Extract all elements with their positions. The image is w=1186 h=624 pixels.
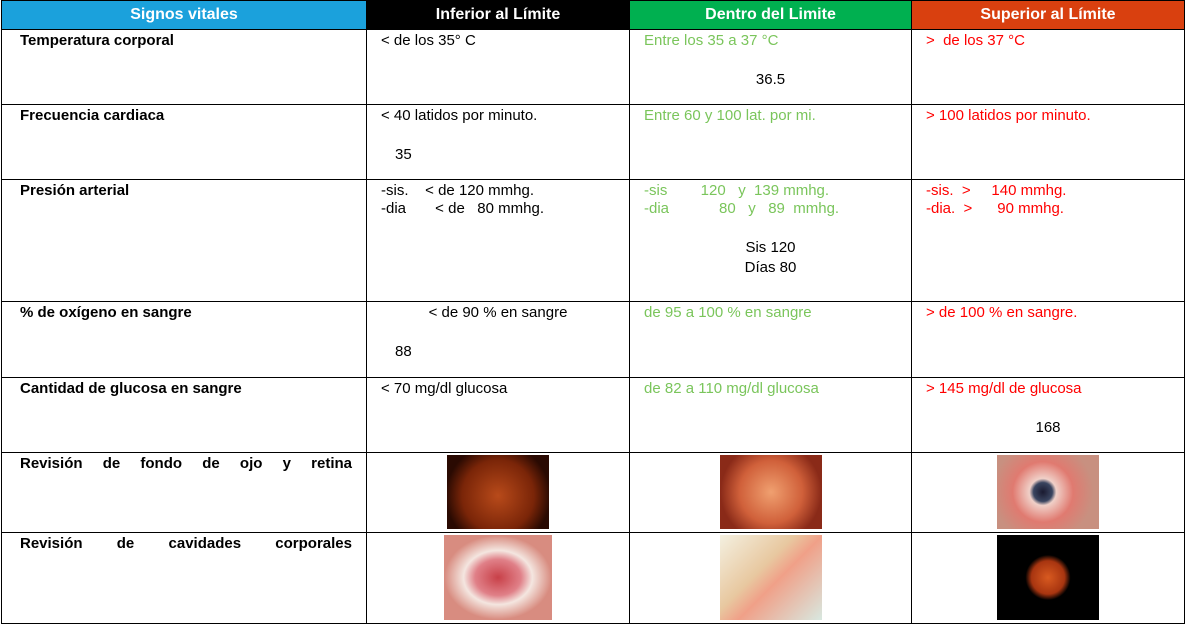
table-row: Frecuencia cardiaca < 40 latidos por minu… xyxy=(1,104,1185,180)
row-label: Revisión de cavidades corporales xyxy=(1,532,367,624)
cell: > de 100 % en sangre. xyxy=(911,301,1185,378)
reading: 88 xyxy=(381,342,615,362)
cell xyxy=(911,452,1185,533)
cell-text: > 145 mg/dl de glucosa xyxy=(926,380,1082,397)
cell: Entre los 35 a 37 °C 36.5 xyxy=(629,29,912,105)
cell-text: < de 90 % en sangre xyxy=(428,304,568,321)
cell-text: -sis. > 140 mmhg. xyxy=(926,182,1067,199)
cell-text: < 70 mg/dl glucosa xyxy=(381,380,508,397)
table-row: Revisión de fondo de ojo y retina xyxy=(1,452,1185,533)
row-label: Frecuencia cardiaca xyxy=(1,104,367,180)
row-label: Revisión de fondo de ojo y retina xyxy=(1,452,367,533)
cell: -sis. > 140 mmhg. -dia. > 90 mmhg. xyxy=(911,179,1185,302)
header-row: Signos vitales Inferior al Límite Dentro… xyxy=(1,0,1185,30)
photo xyxy=(447,455,549,529)
cell: Entre 60 y 100 lat. por mi. xyxy=(629,104,912,180)
table-row: Temperatura corporal < de los 35° C Entre … xyxy=(1,29,1185,105)
table-body: Temperatura corporal < de los 35° C Entre … xyxy=(1,29,1185,624)
reading: Sis 120 Días 80 xyxy=(644,238,897,278)
cell: > 100 latidos por minuto. xyxy=(911,104,1185,180)
cell: < 40 latidos por minuto. 35 xyxy=(366,104,630,180)
cell xyxy=(911,532,1185,624)
cell-text: de 95 a 100 % en sangre xyxy=(644,304,812,321)
cell-text: Entre 60 y 100 lat. por mi. xyxy=(644,107,816,124)
photo xyxy=(997,535,1099,620)
table-row: Presión arterial -sis. < de 120 mmhg. -dia… xyxy=(1,179,1185,302)
cell-text: -dia. > 90 mmhg. xyxy=(926,200,1064,217)
header-cell: Superior al Límite xyxy=(911,0,1185,30)
reading: 168 xyxy=(926,418,1170,438)
photo xyxy=(719,455,822,529)
photo xyxy=(719,535,822,620)
reading-value: Días 80 xyxy=(744,259,797,276)
cell: -sis. < de 120 mmhg. -dia < de 80 mmhg. xyxy=(366,179,630,302)
header-cell: Dentro del Limite xyxy=(629,0,912,30)
reading: 36.5 xyxy=(644,70,897,90)
cell xyxy=(629,532,912,624)
cell: de 95 a 100 % en sangre xyxy=(629,301,912,378)
reading-value: 168 xyxy=(1035,419,1061,436)
reading: 35 xyxy=(381,145,615,165)
row-label: Temperatura corporal xyxy=(1,29,367,105)
cell xyxy=(629,452,912,533)
reading-value: 36.5 xyxy=(755,71,786,88)
header-cell: Signos vitales xyxy=(1,0,367,30)
cell: < de los 35° C xyxy=(366,29,630,105)
cell-text: -dia 80 y 89 mmhg. xyxy=(644,200,840,217)
cell xyxy=(366,532,630,624)
cell-text: -sis. < de 120 mmhg. xyxy=(381,182,534,199)
photo xyxy=(997,455,1099,529)
row-label: Cantidad de glucosa en sangre xyxy=(1,377,367,453)
cell-text: > 100 latidos por minuto. xyxy=(926,107,1091,124)
cell: < de 90 % en sangre 88 xyxy=(366,301,630,378)
cell: -sis 120 y 139 mmhg. -dia 80 y 89 mmhg. Si… xyxy=(629,179,912,302)
cell-text: Entre los 35 a 37 °C xyxy=(644,32,779,49)
cell-text: -sis 120 y 139 mmhg. xyxy=(644,182,830,199)
row-label: Presión arterial xyxy=(1,179,367,302)
cell: > de los 37 °C xyxy=(911,29,1185,105)
cell: > 145 mg/dl de glucosa 168 xyxy=(911,377,1185,453)
cell-text: < de los 35° C xyxy=(381,32,476,49)
cell-text: > de los 37 °C xyxy=(926,32,1025,49)
cell-text: > de 100 % en sangre. xyxy=(926,304,1078,321)
table-row: Revisión de cavidades corporales xyxy=(1,532,1185,624)
cell xyxy=(366,452,630,533)
header-cell: Inferior al Límite xyxy=(366,0,630,30)
cell: < 70 mg/dl glucosa xyxy=(366,377,630,453)
cell: de 82 a 110 mg/dl glucosa xyxy=(629,377,912,453)
row-label: % de oxígeno en sangre xyxy=(1,301,367,378)
reading-value: 35 xyxy=(395,146,412,163)
cell-text: -dia < de 80 mmhg. xyxy=(381,200,544,217)
table-row: Cantidad de glucosa en sangre < 70 mg/dl … xyxy=(1,377,1185,453)
cell-text: de 82 a 110 mg/dl glucosa xyxy=(644,380,819,397)
reading-value: 88 xyxy=(395,343,412,360)
cell-text: < 40 latidos por minuto. xyxy=(381,107,538,124)
table-row: % de oxígeno en sangre < de 90 % en sangr… xyxy=(1,301,1185,378)
reading-value: Sis 120 xyxy=(745,239,796,256)
photo xyxy=(444,535,552,620)
